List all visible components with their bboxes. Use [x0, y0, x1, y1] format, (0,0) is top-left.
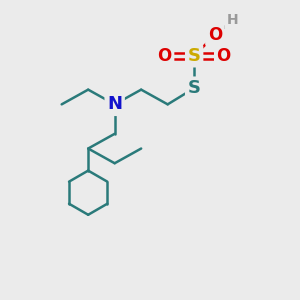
Text: O: O — [158, 47, 172, 65]
Text: N: N — [107, 95, 122, 113]
Text: S: S — [188, 47, 201, 65]
Text: O: O — [208, 26, 222, 44]
Text: S: S — [188, 79, 201, 97]
Text: O: O — [217, 47, 231, 65]
Text: H: H — [226, 14, 238, 27]
